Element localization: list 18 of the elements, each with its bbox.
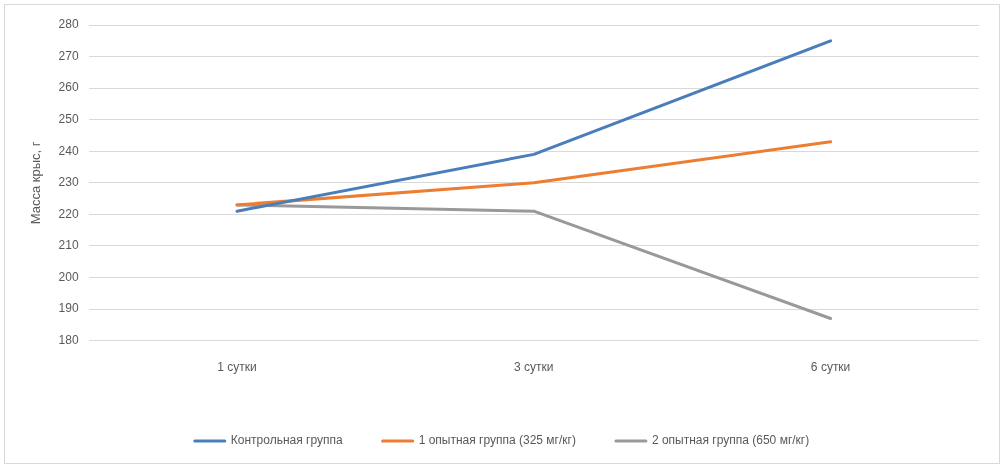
y-tick-label: 200 bbox=[58, 269, 79, 284]
y-tick-label: 220 bbox=[58, 206, 79, 221]
y-tick-label: 240 bbox=[58, 143, 79, 158]
x-tick-label: 6 сутки bbox=[810, 360, 851, 375]
x-tick-label: 1 сутки bbox=[217, 360, 257, 375]
y-axis-title: Масса крыс, г bbox=[28, 141, 44, 225]
y-tick-label: 250 bbox=[58, 111, 79, 126]
y-tick-label: 230 bbox=[58, 175, 79, 190]
y-tick-label: 280 bbox=[58, 17, 79, 32]
y-tick-label: 190 bbox=[58, 301, 79, 316]
y-tick-label: 180 bbox=[58, 332, 79, 347]
x-tick-label: 3 сутки bbox=[514, 360, 554, 375]
y-tick-label: 270 bbox=[58, 48, 79, 63]
legend-label: 1 опытная группа (325 мг/кг) bbox=[418, 433, 576, 448]
legend-label: 2 опытная группа (650 мг/кг) bbox=[651, 433, 810, 448]
y-tick-label: 210 bbox=[58, 238, 79, 253]
y-tick-label: 260 bbox=[58, 80, 79, 95]
legend-label: Контрольная группа bbox=[230, 433, 343, 448]
